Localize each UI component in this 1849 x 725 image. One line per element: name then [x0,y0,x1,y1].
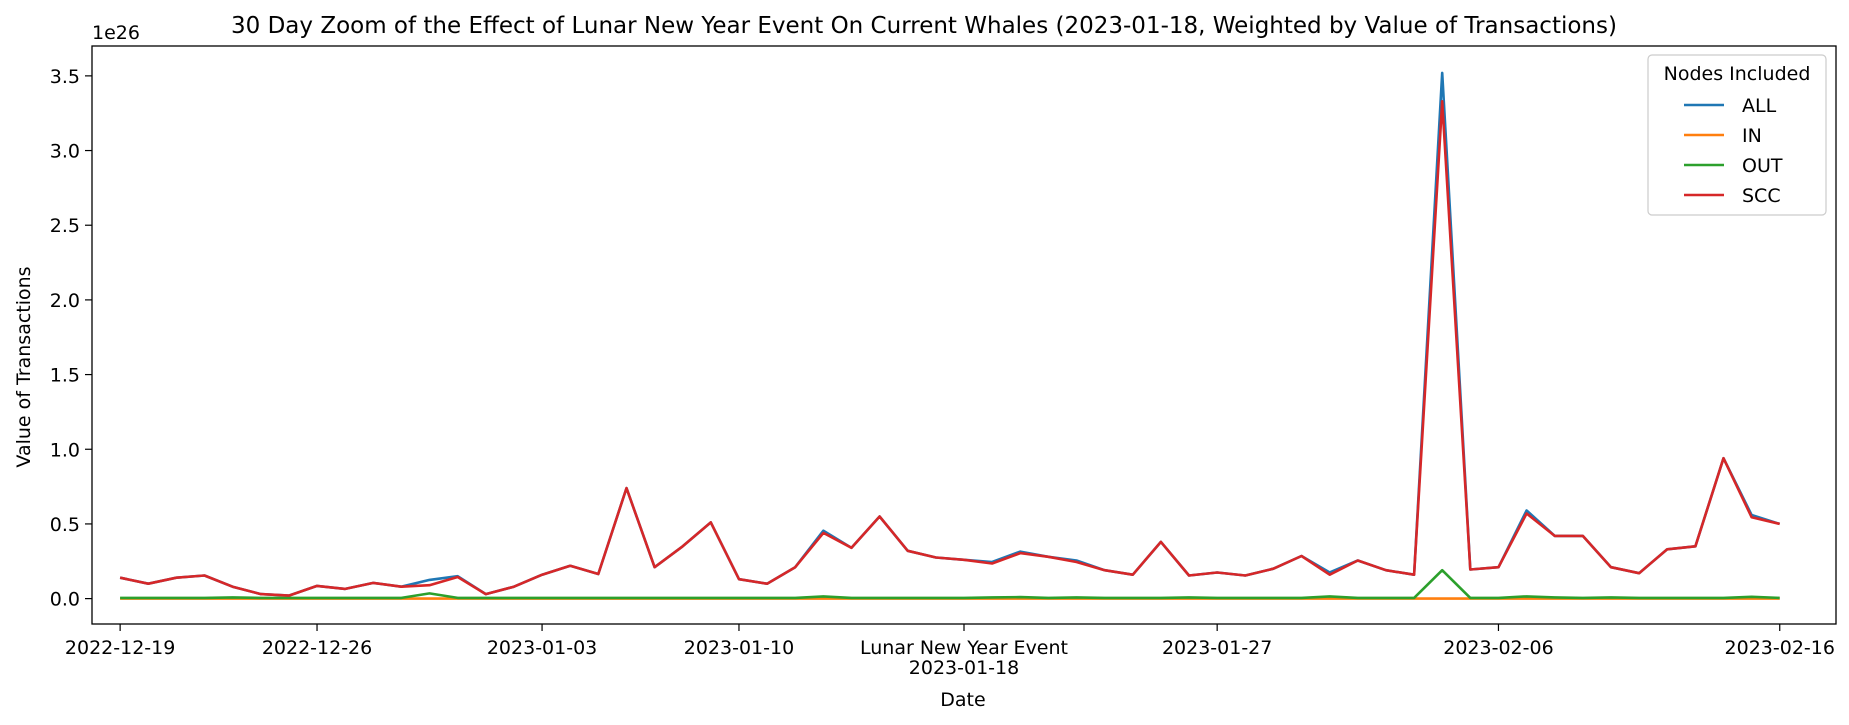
y-tick-label: 1.0 [50,439,80,461]
plot-lines [119,71,1781,600]
plot-frame [91,45,1837,625]
x-tick-label: 2023-01-27 [1162,637,1272,659]
y-tick-label: 2.0 [50,290,80,312]
y-tick-label: 0.0 [50,589,80,611]
x-tick-label: 2023-02-16 [1725,637,1835,659]
legend-box [1647,54,1827,216]
event-tick-label: Lunar New Year Event [860,637,1068,659]
series-line-out [120,568,1780,600]
series-line-scc [119,100,1781,597]
legend: Nodes Included ALL IN OUT SCC [1647,54,1827,216]
x-tick-label: 2022-12-19 [65,637,175,659]
chart-title: 30 Day Zoom of the Effect of Lunar New Y… [231,13,1617,39]
x-tick-label: 2023-01-03 [487,637,597,659]
y-axis-title: Value of Transactions [13,266,35,467]
x-tick-label: 2023-01-10 [684,637,794,659]
y-tick-label: 0.5 [50,514,80,536]
x-tick-label: 2023-01-18 [909,657,1019,679]
legend-label-scc: SCC [1742,185,1781,207]
legend-label-out: OUT [1742,155,1783,177]
y-tick-label: 3.5 [50,66,80,88]
legend-label-all: ALL [1742,95,1777,117]
y-tick-label: 1.5 [50,365,80,387]
x-axis-title: Date [940,689,985,711]
y-multiplier-label: 1e26 [92,22,140,44]
legend-label-in: IN [1742,125,1762,147]
legend-title: Nodes Included [1664,63,1811,85]
x-tick-label: 2023-02-06 [1443,637,1553,659]
y-tick-label: 2.5 [50,215,80,237]
y-tick-label: 3.0 [50,141,80,163]
y-axis: 0.0 0.5 1.0 1.5 2.0 2.5 3.0 3.5 [50,66,92,611]
x-tick-label: 2022-12-26 [262,637,372,659]
x-axis: 2022-12-19 2022-12-26 2023-01-03 2023-01-10… [65,624,1835,679]
